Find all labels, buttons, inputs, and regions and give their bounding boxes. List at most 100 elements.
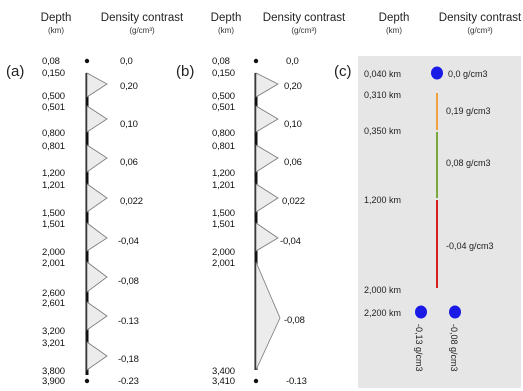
- b-triangle-large: [255, 261, 281, 371]
- panel-c-background: [358, 56, 521, 388]
- c-depth-label: 2,200 km: [364, 308, 402, 318]
- a-depth-label: 3,900: [42, 376, 65, 387]
- b-contrast-label: 0,022: [282, 196, 305, 207]
- b-contrast-label: -0,04: [280, 236, 301, 247]
- b-depth-label: 0,08: [212, 56, 230, 67]
- a-triangle: [86, 72, 108, 98]
- a-depth-label: 1,501: [42, 219, 65, 230]
- c-depth-label: 0,040 km: [364, 69, 402, 79]
- a-triangle: [86, 341, 108, 371]
- depth-header-c: Depth: [378, 12, 410, 24]
- a-depth-label: 0,150: [42, 68, 65, 79]
- depth-header-a: Depth: [40, 12, 72, 24]
- c-density-label: 0,19 g/cm3: [446, 106, 491, 116]
- c-density-label: -0,04 g/cm3: [446, 241, 494, 251]
- density-header-c: Density contrast: [438, 12, 522, 24]
- b-bottom-dot: [253, 378, 259, 384]
- depth-unit-c: (km): [386, 26, 402, 35]
- a-triangle: [86, 144, 108, 173]
- b-depth-label: 2,000: [212, 247, 235, 258]
- panel-b-profile: [253, 58, 281, 384]
- a-contrast-label: -0.23: [118, 376, 139, 387]
- b-depth-label: 1,501: [212, 219, 235, 230]
- a-depth-label: 2,001: [42, 258, 65, 269]
- a-triangle: [86, 301, 108, 331]
- density-header-a: Density contrast: [100, 12, 184, 24]
- a-depth-label: 1,201: [42, 180, 65, 191]
- c-dot-left: [415, 305, 427, 319]
- b-depth-label: 1,500: [212, 208, 235, 219]
- a-contrast-label: -0.13: [118, 316, 139, 327]
- b-depth-label: 0,800: [212, 128, 235, 139]
- c-depth-label: 1,200 km: [364, 195, 402, 205]
- b-triangle: [255, 144, 279, 173]
- a-top-dot: [84, 58, 90, 64]
- a-depth-label: 3,201: [42, 338, 65, 349]
- b-depth-label: 1,201: [212, 180, 235, 191]
- a-contrast-label: -0,04: [118, 236, 139, 247]
- a-depth-label: 0,800: [42, 128, 65, 139]
- a-triangle: [86, 222, 108, 252]
- a-triangle: [86, 183, 108, 213]
- c-depth-label: 0,310 km: [364, 90, 402, 100]
- a-triangle: [86, 261, 108, 293]
- depth-unit-b: (km): [218, 26, 234, 35]
- b-contrast-label: 0,10: [284, 119, 302, 130]
- a-depth-label: 0,501: [42, 102, 65, 113]
- b-contrast-label: -0,08: [284, 315, 305, 326]
- a-contrast-label: 0,06: [120, 157, 138, 168]
- density-header-b: Density contrast: [262, 12, 346, 24]
- density-unit-c: (g/cm³): [467, 26, 493, 35]
- a-depth-label: 0,801: [42, 141, 65, 152]
- a-depth-label: 3,200: [42, 326, 65, 337]
- c-depth-label: 0,350 km: [364, 126, 402, 136]
- c-dot-right: [449, 305, 461, 319]
- a-depth-label: 3,800: [42, 366, 65, 377]
- c-density-label: 0,0 g/cm3: [448, 69, 488, 79]
- a-contrast-label: -0,18: [118, 354, 139, 365]
- b-contrast-label: 0,0: [286, 56, 299, 67]
- a-depth-label: 1,200: [42, 168, 65, 179]
- a-contrast-label: 0,0: [120, 56, 133, 67]
- panel-a-profile: [84, 58, 108, 384]
- a-contrast-label: 0,20: [120, 81, 138, 92]
- c-depth-label: 2,000 km: [364, 285, 402, 295]
- density-unit-a: (g/cm³): [129, 26, 155, 35]
- b-depth-label: 0,150: [212, 68, 235, 79]
- panel-c-profile: [415, 66, 461, 319]
- a-contrast-label: 0,022: [120, 196, 143, 207]
- b-triangle: [255, 72, 279, 98]
- a-depth-label: 2,601: [42, 298, 65, 309]
- b-triangle: [255, 222, 279, 252]
- b-depth-label: 2,001: [212, 258, 235, 269]
- depth-unit-a: (km): [48, 26, 64, 35]
- a-triangle: [86, 105, 108, 133]
- c-density-label: 0,08 g/cm3: [446, 158, 491, 168]
- panel-b-label: (b): [176, 63, 195, 80]
- density-unit-b: (g/cm³): [291, 26, 317, 35]
- a-depth-label: 1,500: [42, 208, 65, 219]
- a-bottom-dot: [84, 378, 90, 384]
- b-depth-label: 0,801: [212, 141, 235, 152]
- b-depth-label: 3,410: [212, 376, 235, 387]
- a-depth-label: 0,08: [42, 56, 60, 67]
- a-depth-label: 2,600: [42, 288, 65, 299]
- a-depth-label: 0,500: [42, 91, 65, 102]
- b-triangle: [255, 183, 279, 213]
- b-depth-label: 3,400: [212, 366, 235, 377]
- b-depth-label: 0,500: [212, 91, 235, 102]
- a-contrast-label: -0,08: [118, 276, 139, 287]
- b-contrast-label: -0.13: [286, 376, 307, 387]
- a-contrast-label: 0,10: [120, 119, 138, 130]
- c-dot-top: [431, 66, 443, 80]
- panel-a-label: (a): [6, 63, 25, 80]
- b-contrast-label: 0,06: [284, 157, 302, 168]
- a-depth-label: 2,000: [42, 247, 65, 258]
- b-top-dot: [253, 58, 259, 64]
- b-triangle: [255, 105, 279, 133]
- depth-header-b: Depth: [210, 12, 242, 24]
- panel-c-label: (c): [334, 63, 352, 80]
- b-depth-label: 1,200: [212, 168, 235, 179]
- b-depth-label: 0,501: [212, 102, 235, 113]
